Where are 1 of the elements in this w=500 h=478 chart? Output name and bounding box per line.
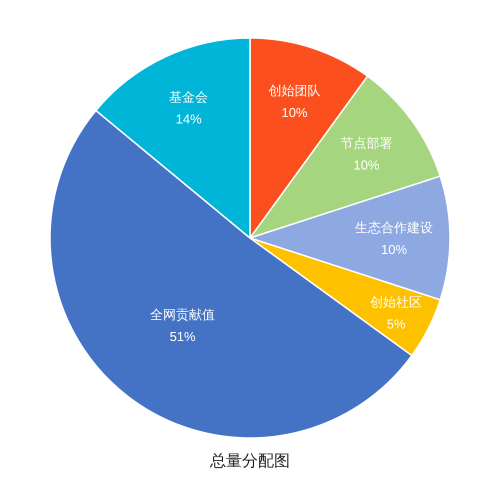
text: 总量分配图	[209, 452, 290, 470]
